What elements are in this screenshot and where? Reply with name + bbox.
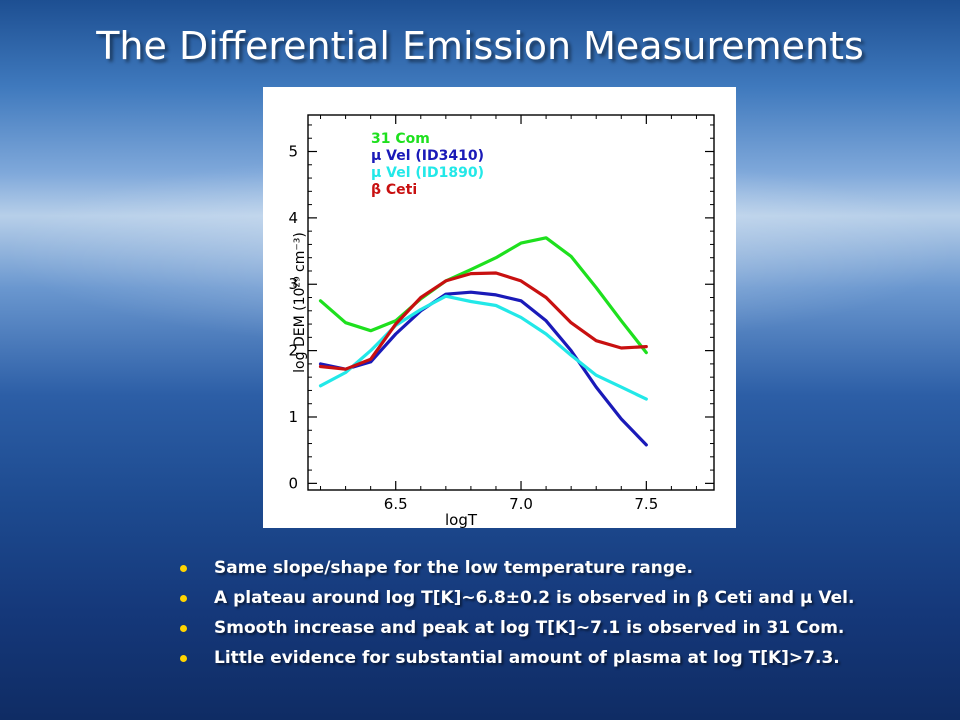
bullet-text: Little evidence for substantial amount o… (214, 648, 840, 668)
bullet-text: A plateau around log T[K]~6.8±0.2 is obs… (214, 588, 855, 608)
legend-entry: μ Vel (ID1890) (371, 165, 484, 181)
series-line (318, 294, 648, 401)
y-axis-label: log DEM (10²⁹ cm⁻³) (292, 232, 308, 373)
x-tick-label: 7.0 (509, 495, 533, 513)
series-line (318, 271, 648, 371)
bullet-text: Same slope/shape for the low temperature… (214, 558, 694, 578)
series-line (318, 236, 648, 355)
legend-entry: μ Vel (ID3410) (371, 148, 484, 164)
plot-frame (307, 114, 715, 491)
x-axis-label: logT (445, 511, 478, 528)
y-tick-label: 5 (288, 143, 298, 161)
legend-entry: 31 Com (371, 131, 430, 147)
bullet-dot-icon (180, 655, 187, 662)
dem-chart-svg: 6.5 7.0 7.5 0 1 2 3 4 5 logT log DEM (10²⁹ cm⁻³) 31… (288, 114, 715, 528)
y-tick-label: 0 (288, 474, 298, 492)
y-tick-label: 1 (288, 408, 298, 426)
x-tick-label: 7.5 (634, 495, 658, 513)
x-tick-label: 6.5 (384, 495, 408, 513)
y-tick-label: 3 (288, 275, 298, 293)
bullet-text: Smooth increase and peak at log T[K]~7.1… (214, 618, 845, 638)
slide-title: The Differential Emission Measurements (96, 24, 864, 68)
bullet-list: Same slope/shape for the low temperature… (176, 553, 936, 673)
bullet-item: Little evidence for substantial amount o… (176, 643, 936, 673)
dem-chart: 6.5 7.0 7.5 0 1 2 3 4 5 logT log DEM (10²⁹ cm⁻³) 31… (263, 87, 736, 528)
bullet-dot-icon (180, 565, 187, 572)
bullet-item: Smooth increase and peak at log T[K]~7.1… (176, 613, 936, 643)
bullet-item: A plateau around log T[K]~6.8±0.2 is obs… (176, 583, 936, 613)
bullet-item: Same slope/shape for the low temperature… (176, 553, 936, 583)
series-line (318, 290, 648, 447)
y-tick-label: 4 (288, 209, 298, 227)
legend-entry: β Ceti (371, 182, 417, 198)
bullet-dot-icon (180, 625, 187, 632)
bullet-dot-icon (180, 595, 187, 602)
y-tick-label: 2 (288, 342, 298, 360)
